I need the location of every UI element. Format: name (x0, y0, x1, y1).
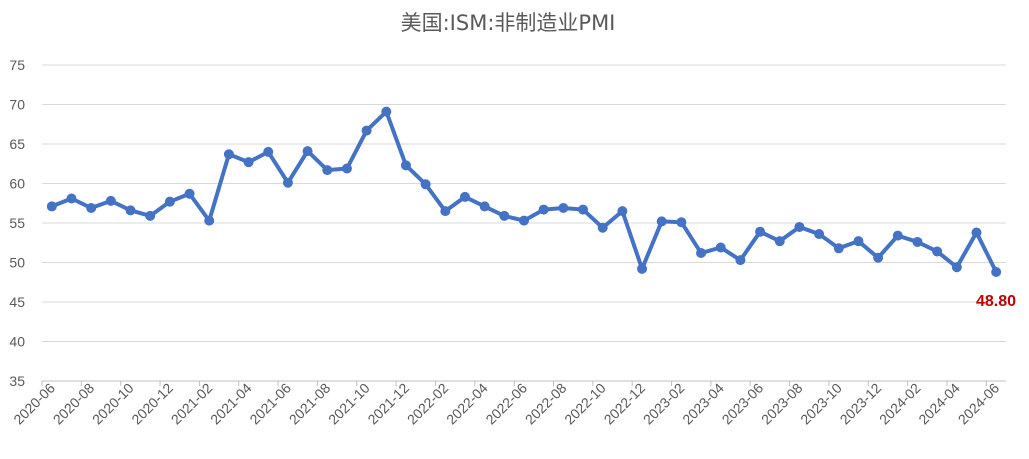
data-point (223, 149, 234, 160)
data-point (932, 246, 943, 257)
data-point (125, 205, 136, 216)
x-tick-label: 2022-04 (443, 380, 491, 428)
data-point (66, 193, 77, 204)
data-point (282, 177, 293, 188)
data-point (892, 230, 903, 241)
x-tick-label: 2023-02 (640, 380, 688, 428)
data-point (420, 179, 431, 190)
x-tick-label: 2024-02 (876, 380, 924, 428)
y-tick-label: 75 (9, 57, 25, 73)
data-point (204, 215, 215, 226)
x-tick-label: 2023-04 (679, 380, 727, 428)
x-tick-label: 2020-10 (89, 380, 137, 428)
x-tick-label: 2021-10 (325, 380, 373, 428)
data-point (912, 236, 923, 247)
x-tick-label: 2022-02 (404, 380, 452, 428)
data-point (617, 206, 628, 217)
data-point (243, 157, 254, 168)
y-tick-label: 55 (9, 215, 25, 231)
y-tick-label: 35 (9, 373, 25, 389)
x-tick-label: 2023-12 (837, 380, 885, 428)
data-point (735, 255, 746, 266)
data-point (833, 243, 844, 254)
x-tick-label: 2024-04 (915, 380, 963, 428)
data-point (361, 125, 372, 136)
last-value-label: 48.80 (976, 293, 1016, 310)
x-tick-label: 2021-02 (168, 380, 216, 428)
x-tick-label: 2020-08 (50, 380, 98, 428)
data-point (46, 201, 57, 212)
x-tick-label: 2021-08 (286, 380, 334, 428)
data-point (814, 229, 825, 240)
x-tick-label: 2022-08 (522, 380, 570, 428)
data-point (519, 215, 529, 226)
series-layer (46, 106, 1002, 277)
data-point (696, 248, 707, 259)
data-point (656, 216, 667, 227)
x-tick-label: 2022-06 (482, 380, 530, 428)
data-point (400, 160, 411, 171)
y-tick-label: 45 (9, 294, 25, 310)
data-point (558, 202, 569, 213)
data-point (322, 165, 333, 176)
data-point (479, 201, 490, 212)
data-point (538, 204, 549, 215)
x-tick-label: 2024-06 (955, 380, 1003, 428)
data-point (164, 196, 175, 207)
data-point (145, 210, 156, 221)
x-tick-label: 2021-06 (246, 380, 294, 428)
x-tick-label: 2023-10 (797, 380, 845, 428)
x-tick-label: 2022-10 (561, 380, 609, 428)
data-point (794, 221, 805, 232)
data-point (971, 227, 982, 238)
data-point (459, 191, 470, 202)
data-point (676, 217, 687, 228)
x-tick-label: 2021-04 (207, 380, 255, 428)
y-tick-label: 65 (9, 136, 25, 152)
data-point (263, 146, 274, 157)
gridlines (42, 64, 1006, 342)
data-point (774, 236, 785, 247)
x-tick-label: 2020-12 (128, 380, 176, 428)
x-tick-label: 2022-12 (601, 380, 649, 428)
y-tick-label: 40 (9, 334, 25, 350)
x-tick-label: 2023-06 (719, 380, 767, 428)
x-axis: 2020-062020-082020-102020-122021-022021-… (10, 380, 1006, 428)
data-point (440, 206, 451, 217)
y-tick-label: 60 (9, 176, 25, 192)
data-point (853, 236, 864, 247)
data-point (86, 202, 97, 213)
data-point (341, 163, 352, 174)
x-tick-label: 2023-08 (758, 380, 806, 428)
data-point (715, 242, 726, 253)
chart-title: 美国:ISM:非制造业PMI (401, 11, 616, 35)
data-point (991, 266, 1002, 277)
data-point (873, 252, 884, 263)
data-point (302, 146, 313, 157)
y-tick-label: 70 (9, 97, 25, 113)
data-point (105, 195, 116, 206)
data-point (637, 263, 648, 274)
x-tick-label: 2021-12 (364, 380, 412, 428)
data-point (578, 204, 589, 215)
data-point (381, 106, 392, 117)
data-point (755, 226, 766, 237)
data-point (184, 188, 195, 199)
y-axis: 35 40 45 50 55 60 65 70 75 (9, 57, 25, 389)
y-tick-label: 50 (9, 255, 25, 271)
data-point (499, 210, 510, 221)
data-point (597, 222, 608, 233)
data-point (951, 262, 962, 273)
